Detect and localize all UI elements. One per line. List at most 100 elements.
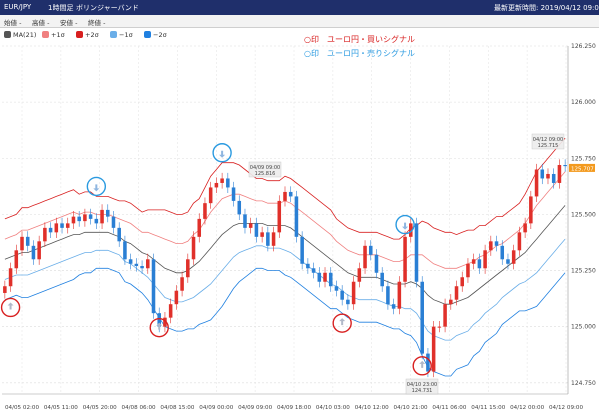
y-tick-label: 125.500 (571, 211, 596, 218)
candle-body (128, 259, 133, 264)
candle-body (283, 191, 287, 201)
candle-body (174, 290, 179, 305)
x-tick-label: 04/09 18:00 (277, 405, 311, 411)
legend-minus2sigma[interactable]: −2σ (144, 31, 167, 40)
legend-ma21[interactable]: MA(21) (4, 31, 36, 40)
candle-body (529, 196, 533, 224)
legend-swatch (76, 31, 83, 38)
legend-label: −2σ (153, 31, 167, 39)
x-tick-label: 04/05 11:00 (44, 405, 78, 411)
candle-body (506, 259, 510, 264)
high-marker-value: 125.816 (255, 171, 276, 177)
tab-low[interactable]: 安値 - (60, 19, 78, 27)
candle-body (77, 216, 81, 222)
candle-body (180, 277, 184, 291)
legend-plus1sigma[interactable]: +1σ (42, 31, 65, 40)
candle-body (237, 200, 242, 215)
y-tick-label: 125.000 (571, 324, 596, 331)
candle-body (248, 223, 253, 228)
candle-body (197, 218, 202, 237)
x-tick-label: 04/10 12:00 (355, 405, 389, 411)
candle-body (409, 223, 413, 237)
timeframe-label: 1時間足 (48, 4, 74, 12)
candle-body (340, 290, 344, 300)
x-tick-label: 04/11 15:00 (471, 405, 505, 411)
candle-body (214, 182, 219, 188)
candle-body (186, 259, 190, 278)
candle-body (368, 245, 373, 255)
candle-body (489, 241, 493, 251)
candle-body (386, 286, 390, 305)
candle-body (48, 227, 53, 233)
candle-body (437, 326, 442, 328)
sell-arrow-icon (402, 222, 409, 230)
candle-body (105, 209, 110, 217)
candle-body (231, 187, 236, 201)
x-tick-label: 04/05 02:00 (5, 405, 39, 411)
x-tick-label: 04/12 09:00 (549, 405, 583, 411)
x-tick-label: 04/05 20:00 (83, 405, 117, 411)
candle-body (477, 259, 482, 269)
candle-body (140, 266, 144, 269)
x-tick-label: 04/10 03:00 (316, 405, 350, 411)
tab-close[interactable]: 終値 - (88, 19, 106, 27)
sell-signal-circle (212, 143, 232, 163)
candle-body (271, 232, 276, 246)
candle-body (31, 245, 36, 260)
x-tick-label: 04/09 09:00 (238, 405, 272, 411)
plus-1sigma-line (4, 171, 566, 269)
candle-body (123, 241, 127, 260)
candle-body (254, 223, 259, 237)
legend-swatch (144, 31, 151, 38)
candle-body (146, 259, 150, 269)
candle-body (203, 203, 207, 219)
candle-body (346, 299, 350, 305)
tab-open[interactable]: 始値 - (4, 19, 22, 27)
legend-minus1sigma[interactable]: −1σ (110, 31, 133, 40)
candle-body (334, 286, 339, 291)
candle-body (317, 272, 322, 282)
x-tick-label: 04/10 21:00 (394, 405, 428, 411)
candle-body (563, 164, 567, 167)
x-tick-label: 04/08 06:00 (122, 405, 156, 411)
candle-body (260, 232, 264, 237)
price-tag-text: 125.707 (571, 166, 594, 172)
candle-body (511, 250, 516, 264)
latest-marker-value: 125.715 (538, 143, 559, 149)
candle-body (163, 317, 167, 327)
candle-body (466, 263, 470, 278)
candle-body (288, 191, 293, 197)
sell-signal-note: ○印 ユーロ円・売りシグナル (304, 49, 415, 58)
buy-signal-circle (412, 356, 432, 376)
latest-marker-box (531, 133, 565, 150)
tab-high[interactable]: 高値 - (32, 19, 50, 27)
candle-body (494, 241, 499, 246)
y-tick-label: 125.250 (571, 268, 596, 275)
minus-1sigma-line (4, 238, 566, 341)
sell-signal-circle (395, 214, 415, 235)
y-tick-label: 125.750 (571, 155, 596, 162)
symbol-label: EUR/JPY (4, 3, 32, 11)
low-marker-date: 04/10 23:00 (407, 382, 437, 388)
last-updated: 最新更新時間: 2019/04/12 09:00 (494, 4, 599, 12)
indicator-label: ボリンジャーバンド (76, 4, 139, 12)
candle-body (94, 218, 99, 224)
candle-body (100, 209, 104, 224)
sell-arrow-icon (219, 150, 226, 158)
bollinger-candlestick-chart[interactable]: 126.250 126.000 125.750 125.500 125.250 125.0… (0, 42, 599, 413)
legend-swatch (42, 31, 49, 38)
candle-body (517, 232, 522, 251)
title-bar: EUR/JPY 1時間足 ボリンジャーバンド 最新更新時間: 2019/04/1… (0, 0, 599, 15)
legend-label: +2σ (85, 31, 99, 39)
candle-body (420, 281, 424, 354)
legend-label: MA(21) (13, 31, 37, 39)
candle-body (220, 178, 224, 183)
indicator-legend: MA(21) +1σ +2σ −1σ −2σ (0, 30, 220, 42)
legend-plus2sigma[interactable]: +2σ (76, 31, 99, 40)
candle-body (8, 268, 13, 287)
minus-2sigma-line (4, 267, 566, 377)
candle-body (431, 326, 436, 372)
candle-body (426, 353, 430, 372)
sell-arrow-icon (93, 184, 100, 192)
candle-body (300, 236, 304, 264)
